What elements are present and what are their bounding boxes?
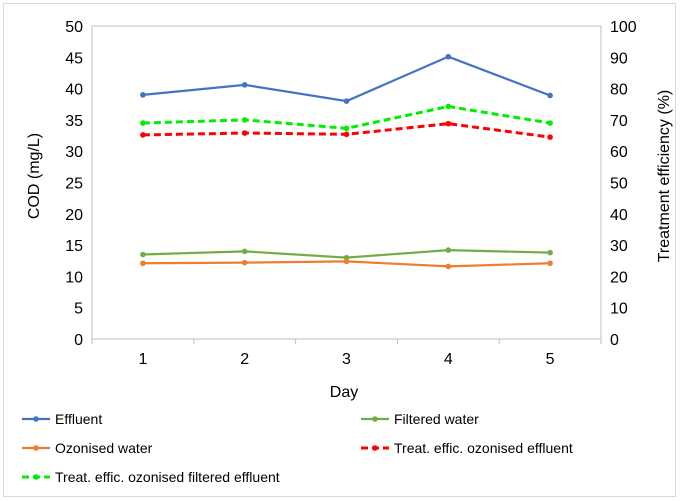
y-tick-label: 0 [74,332,83,349]
y2-tick-label: 20 [610,269,628,286]
data-point [140,251,146,258]
x-axis: 1 2 3 4 5 [91,338,602,368]
legend-swatch-marker [372,445,378,451]
data-point [241,248,248,255]
y-tick-label: 5 [74,301,83,318]
data-point [547,249,553,256]
data-point [445,103,452,110]
data-point [445,53,452,60]
data-point [241,117,248,123]
legend-label: Ozonised water [55,440,153,456]
data-point [241,259,248,266]
y2-tick-label: 40 [610,207,628,224]
data-point [140,92,146,98]
series-5 [140,103,553,132]
data-point [140,132,146,138]
legend-label: Effluent [55,411,102,427]
legend-swatch-marker [33,445,39,451]
y2-tick-label: 100 [610,19,637,36]
data-point [241,130,248,136]
series-layer [140,53,553,270]
y-axis-title: COD (mg/L) [26,133,43,219]
y-tick-label: 25 [65,176,83,193]
y2-tick-label: 10 [610,301,628,318]
legend-swatch-marker [33,416,39,422]
data-point [140,260,146,267]
data-point [547,260,553,267]
legend: Effluent Filtered water Ozonised water Trea… [22,411,573,485]
legend-label: Treat. effic. ozonised effluent [394,440,573,456]
x-tick-label: 1 [138,351,147,368]
data-point [445,247,452,253]
y2-axis-title: Treatment efficiency (%) [656,90,673,263]
data-point [445,120,452,127]
x-tick-label: 3 [342,351,351,368]
y-tick-label: 40 [65,82,83,99]
y2-tick-label: 90 [610,50,628,67]
x-tick-label: 2 [240,351,249,368]
legend-item: Treat. effic. ozonised filtered effluent [22,469,280,485]
legend-item: Effluent [22,411,102,427]
data-point [547,134,553,140]
legend-item: Treat. effic. ozonised effluent [361,440,573,456]
y2-tick-label: 50 [610,176,628,193]
plot-area [91,25,602,340]
data-point [547,92,553,99]
y-tick-label: 10 [65,269,83,286]
y-tick-label: 45 [65,50,83,67]
y2-tick-label: 80 [610,82,628,99]
y2-tick-label: 60 [610,144,628,161]
data-point [343,125,350,132]
x-tick-label: 5 [546,351,555,368]
left-axis: 0 5 10 15 20 25 30 35 40 45 50 [65,19,83,349]
y-tick-label: 35 [65,113,83,130]
y-tick-label: 20 [65,207,83,224]
y-tick-label: 15 [65,238,83,255]
series-1 [140,53,553,104]
chart-frame: 0 5 10 15 20 25 30 35 40 45 50 0 10 20 30 40 50 60 70 80 90… [3,3,676,497]
data-point [343,258,350,265]
series-3 [140,258,553,270]
plot-border [91,25,602,340]
x-tick-label: 4 [444,351,453,368]
right-axis: 0 10 20 30 40 50 60 70 80 90 100 [610,19,637,349]
data-point [140,120,146,126]
y-tick-label: 30 [65,144,83,161]
x-axis-title: Day [330,384,358,401]
legend-swatch-marker [33,474,39,480]
legend-label: Filtered water [394,411,479,427]
y2-tick-label: 0 [610,332,619,349]
legend-swatch-marker [372,416,378,422]
legend-item: Filtered water [361,411,479,427]
series-4 [140,120,553,140]
data-point [241,82,248,88]
data-point [343,131,350,138]
legend-label: Treat. effic. ozonised filtered effluent [55,469,280,485]
legend-item: Ozonised water [22,440,153,456]
y2-tick-label: 70 [610,113,628,130]
data-point [445,263,452,270]
data-point [343,98,350,104]
y-tick-label: 50 [65,19,83,36]
data-point [547,120,553,126]
y2-tick-label: 30 [610,238,628,255]
